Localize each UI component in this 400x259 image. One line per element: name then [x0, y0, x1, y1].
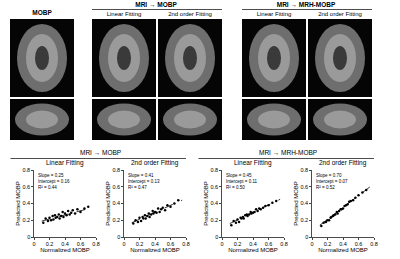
svg-text:Normalized MOBP: Normalized MOBP	[228, 247, 278, 253]
svg-text:Slope = 0.41Intercept = 0.13R²: Slope = 0.41Intercept = 0.13R² = 0.47	[128, 173, 160, 190]
svg-text:0.4: 0.4	[61, 241, 69, 247]
svg-text:0.2: 0.2	[136, 241, 144, 247]
svg-text:Normalized MOBP: Normalized MOBP	[40, 247, 90, 253]
svg-text:0.8: 0.8	[280, 241, 288, 247]
svg-text:MOBP: MOBP	[32, 9, 52, 16]
svg-text:MRI → MOBP: MRI → MOBP	[135, 1, 177, 8]
svg-text:Linear Fitting: Linear Fitting	[107, 11, 142, 17]
svg-text:Normalized MOBP: Normalized MOBP	[318, 247, 368, 253]
svg-text:0.6: 0.6	[211, 184, 219, 190]
svg-text:2nd order Fitting: 2nd order Fitting	[168, 11, 212, 17]
svg-text:MRI → MRH-MOBP: MRI → MRH-MOBP	[259, 149, 317, 156]
svg-text:0: 0	[310, 241, 313, 247]
svg-text:0.6: 0.6	[113, 184, 121, 190]
svg-text:0.4: 0.4	[211, 200, 219, 206]
svg-text:0.2: 0.2	[23, 217, 31, 223]
svg-text:Slope = 0.45Intercept = 0.11R²: Slope = 0.45Intercept = 0.11R² = 0.50	[226, 173, 258, 190]
svg-text:0: 0	[32, 241, 35, 247]
svg-text:0.8: 0.8	[211, 167, 219, 173]
svg-text:2nd order Fitting: 2nd order Fitting	[131, 159, 179, 167]
svg-text:0: 0	[27, 234, 30, 240]
svg-text:0.2: 0.2	[234, 241, 242, 247]
svg-text:0.8: 0.8	[23, 167, 31, 173]
svg-text:0.4: 0.4	[301, 200, 309, 206]
svg-text:0: 0	[122, 241, 125, 247]
svg-text:Linear Fitting: Linear Fitting	[257, 11, 292, 17]
svg-text:2nd order Fitting: 2nd order Fitting	[318, 11, 362, 17]
svg-text:0.6: 0.6	[301, 184, 309, 190]
svg-text:MRI → MRH-MOBP: MRI → MRH-MOBP	[277, 1, 336, 8]
svg-text:0: 0	[220, 241, 223, 247]
svg-text:2nd order Fitting: 2nd order Fitting	[319, 159, 367, 167]
svg-text:0.8: 0.8	[113, 167, 121, 173]
svg-text:0.2: 0.2	[46, 241, 54, 247]
svg-text:0.4: 0.4	[113, 200, 121, 206]
svg-text:0.2: 0.2	[211, 217, 219, 223]
svg-text:0.4: 0.4	[23, 200, 31, 206]
svg-text:0.6: 0.6	[355, 241, 363, 247]
svg-text:0.2: 0.2	[301, 217, 309, 223]
svg-text:Predicted MOBP: Predicted MOBP	[293, 181, 299, 226]
svg-text:0.4: 0.4	[249, 241, 257, 247]
svg-text:0.8: 0.8	[92, 241, 100, 247]
svg-text:0.6: 0.6	[23, 184, 31, 190]
svg-text:Slope = 0.25Intercept = 0.16R²: Slope = 0.25Intercept = 0.16R² = 0.44	[38, 173, 70, 190]
svg-text:0.2: 0.2	[324, 241, 332, 247]
svg-text:0.6: 0.6	[77, 241, 85, 247]
svg-text:0.8: 0.8	[182, 241, 190, 247]
svg-text:Slope = 0.70Intercept = 0.07R²: Slope = 0.70Intercept = 0.07R² = 0.52	[316, 173, 348, 190]
svg-text:Linear Fitting: Linear Fitting	[46, 159, 84, 167]
svg-text:0.6: 0.6	[167, 241, 175, 247]
svg-text:0: 0	[117, 234, 120, 240]
svg-text:0.2: 0.2	[113, 217, 121, 223]
svg-text:0.8: 0.8	[301, 167, 309, 173]
svg-text:Predicted MOBP: Predicted MOBP	[203, 181, 209, 226]
svg-text:Predicted MOBP: Predicted MOBP	[105, 181, 111, 226]
svg-text:Predicted MOBP: Predicted MOBP	[15, 181, 21, 226]
svg-text:0.8: 0.8	[370, 241, 378, 247]
svg-text:Normalized MOBP: Normalized MOBP	[130, 247, 180, 253]
svg-text:0: 0	[215, 234, 218, 240]
svg-text:Linear Fitting: Linear Fitting	[234, 159, 272, 167]
svg-text:0.6: 0.6	[265, 241, 273, 247]
svg-text:0: 0	[305, 234, 308, 240]
svg-text:0.4: 0.4	[151, 241, 159, 247]
svg-text:MRI → MOBP: MRI → MOBP	[80, 149, 121, 156]
svg-text:0.4: 0.4	[339, 241, 347, 247]
